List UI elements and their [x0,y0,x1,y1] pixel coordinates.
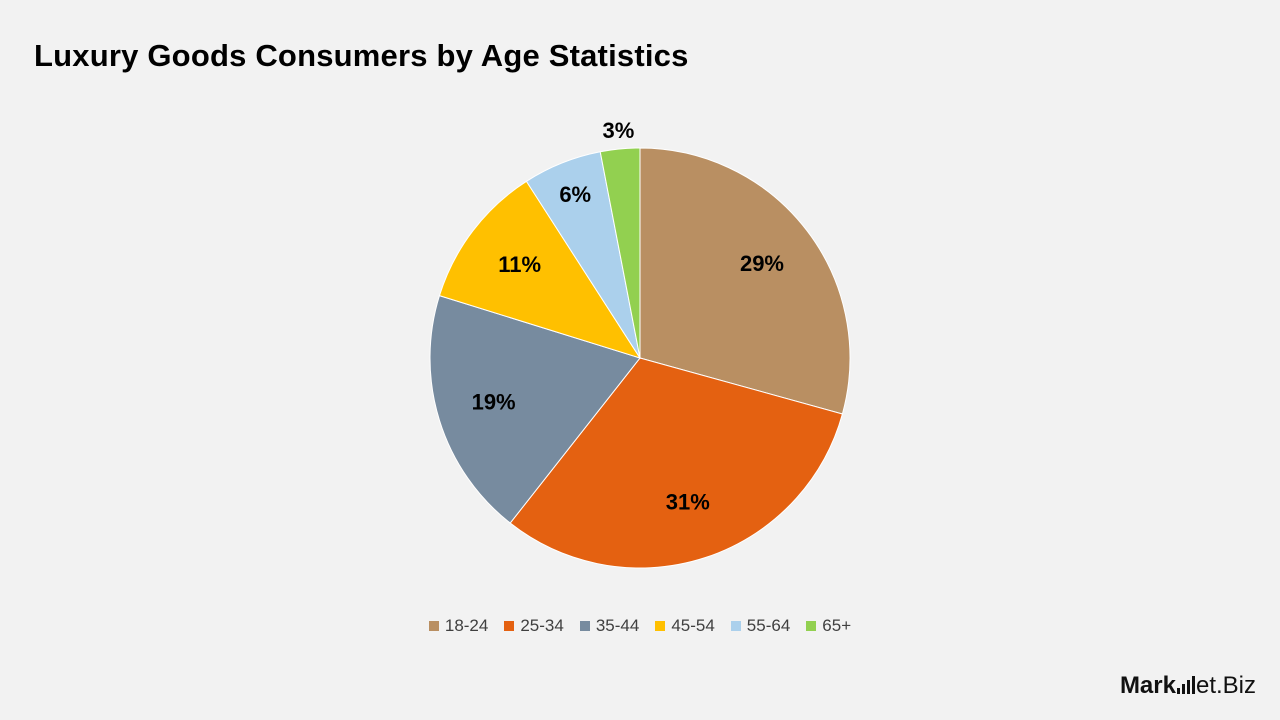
logo-text-part2: et.Biz [1195,672,1256,699]
pie-slice-18-24 [639,147,851,415]
legend-label: 25-34 [520,616,564,635]
legend-label: 18-24 [444,616,489,635]
legend-item-45-54: 45-54 [655,616,715,636]
pie-slice-45-54 [438,180,642,359]
legend-item-55-64: 55-64 [730,616,791,636]
data-label-18-24: 29% [740,251,784,276]
legend-label: 55-64 [746,616,791,635]
legend-label: 35-44 [595,616,640,635]
bar-chart-icon [1176,676,1195,694]
legend-swatch [730,621,741,631]
pie-chart: 29% 31% 19% 11% 6% 3% [429,118,851,569]
legend-label: 65+ [822,616,852,635]
logo-text-part1: Mark [1119,672,1176,699]
legend-item-25-34: 25-34 [504,616,564,636]
legend: 18-24 25-34 35-44 45-54 55-64 65+ [0,616,1280,636]
data-label-45-54: 11% [498,252,541,277]
pie-labels: 29% 31% 19% 11% 6% 3% [472,118,784,514]
chart-title: Luxury Goods Consumers by Age Statistics [34,38,689,73]
legend-swatch [579,621,590,631]
legend-item-65+: 65+ [806,616,851,636]
pie-slice-35-44 [429,295,641,524]
pie-slice-25-34 [509,357,844,569]
legend-item-18-24: 18-24 [428,616,489,636]
data-label-25-34: 31% [666,489,710,514]
data-label-65+: 3% [603,118,635,143]
data-label-35-44: 19% [472,389,516,414]
legend-swatch [504,621,515,631]
legend-swatch [806,621,817,631]
legend-label: 45-54 [671,616,715,635]
brand-logo: Mark et.Biz [1120,672,1256,700]
legend-swatch [655,621,666,631]
data-label-55-64: 6% [559,182,591,207]
legend-swatch [428,621,439,631]
legend-item-35-44: 35-44 [579,616,640,636]
pie-slice-65+ [599,147,641,359]
pie-slices [429,147,851,569]
